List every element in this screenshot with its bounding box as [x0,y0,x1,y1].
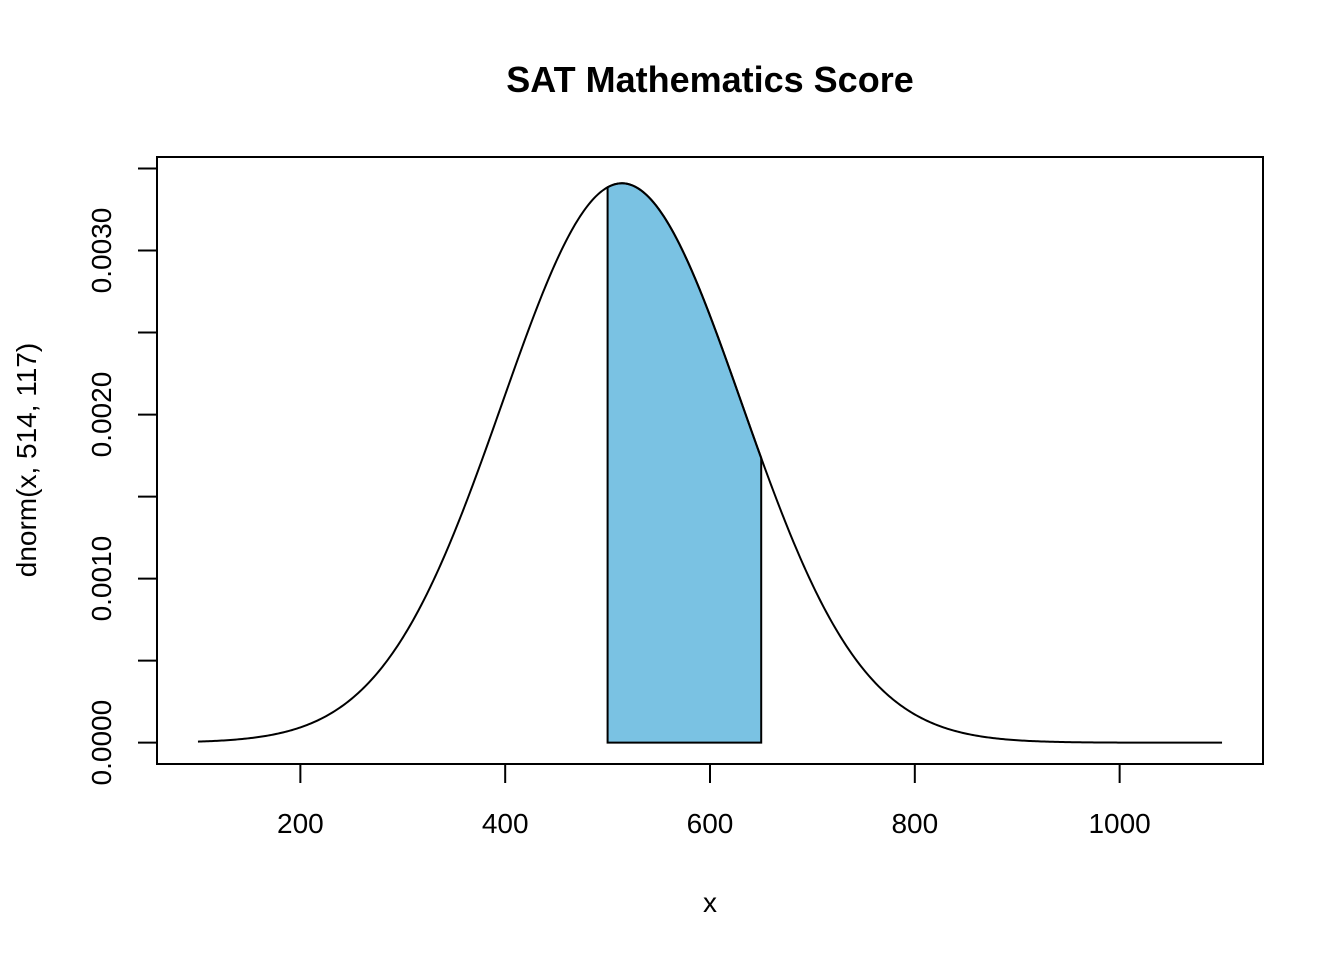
y-tick-label: 0.0030 [86,208,117,294]
y-axis-label: dnorm(x, 514, 117) [11,343,42,578]
y-tick-label: 0.0000 [86,700,117,786]
x-tick-label: 600 [687,808,734,839]
x-tick-label: 200 [277,808,324,839]
y-tick-label: 0.0010 [86,536,117,622]
density-curve [197,182,1223,744]
x-axis: 200 400 600 800 1000 [277,763,1151,839]
plot-area [197,182,1223,744]
x-axis-label: x [703,887,717,918]
y-axis: 0.0000 0.0010 0.0020 0.0030 [86,167,158,786]
shaded-region [606,182,763,744]
chart-title: SAT Mathematics Score [506,59,913,100]
y-tick-label: 0.0020 [86,372,117,458]
x-tick-label: 800 [891,808,938,839]
plot-frame [156,156,1264,765]
x-tick-label: 400 [482,808,529,839]
x-tick-label: 1000 [1088,808,1150,839]
